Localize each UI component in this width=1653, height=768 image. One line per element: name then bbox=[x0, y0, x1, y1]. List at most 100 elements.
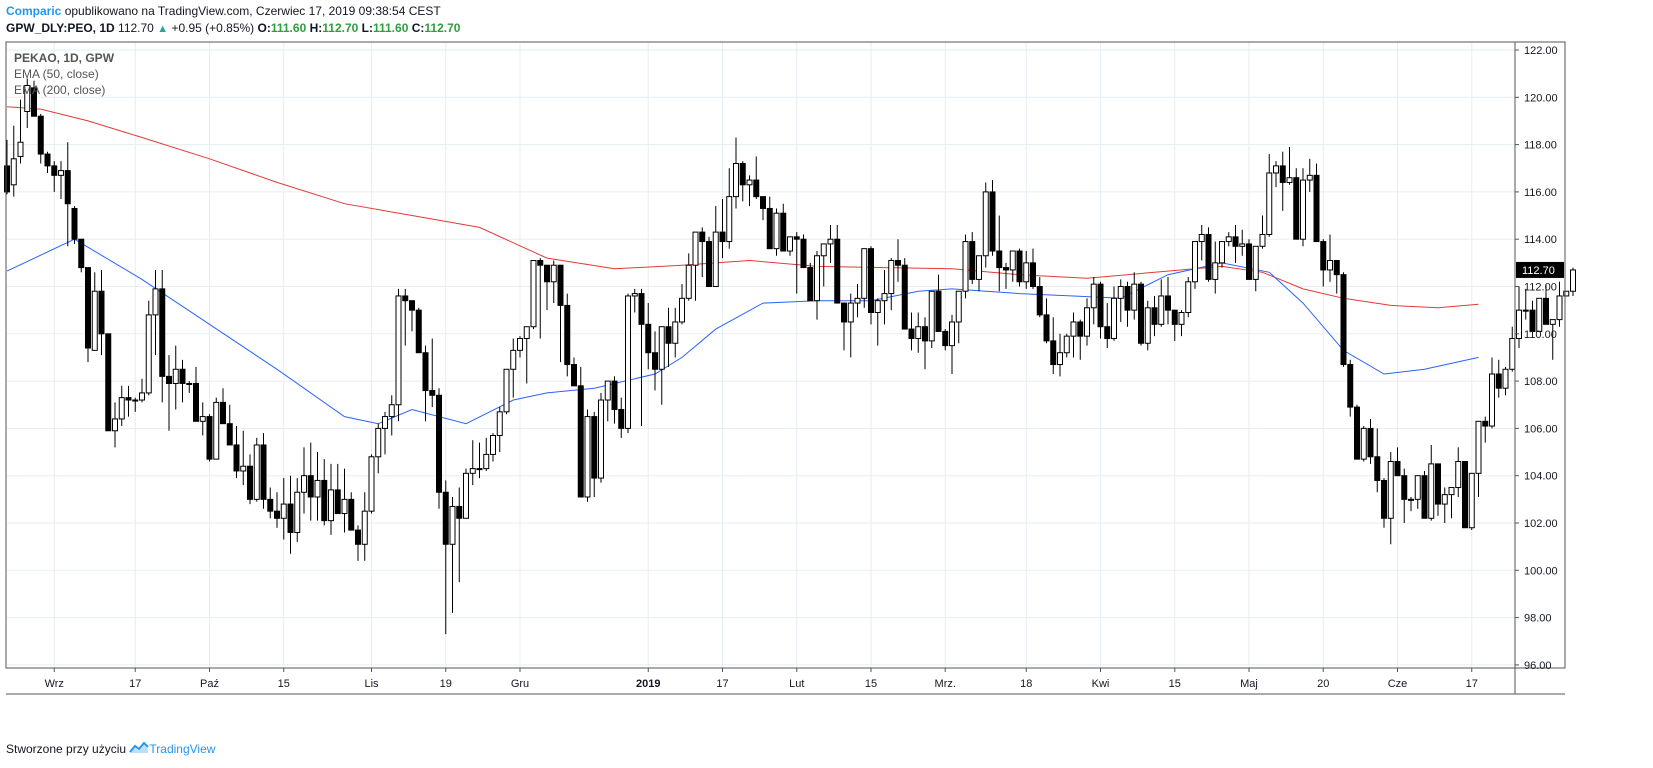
tradingview-logo-icon bbox=[129, 741, 150, 753]
candle-down bbox=[267, 487, 274, 519]
candle-body bbox=[409, 300, 415, 311]
candle-up bbox=[483, 437, 490, 471]
candle-up bbox=[692, 231, 699, 301]
candle-body bbox=[274, 510, 280, 519]
candle-up bbox=[1448, 487, 1455, 519]
ema50-line bbox=[6, 238, 1479, 425]
author-link[interactable]: Comparic bbox=[6, 4, 62, 18]
candle-body bbox=[1435, 463, 1441, 505]
candle-body bbox=[935, 290, 942, 332]
price-change: +0.95 (+0.85%) bbox=[171, 21, 255, 35]
legend-ema50[interactable]: EMA (50, close) bbox=[14, 67, 99, 81]
candle-body bbox=[719, 231, 726, 243]
candle-body bbox=[118, 397, 125, 420]
candle-down bbox=[71, 206, 78, 244]
candle-body bbox=[631, 293, 638, 297]
candle-body bbox=[152, 288, 159, 316]
candle-body bbox=[550, 264, 557, 283]
candle-body bbox=[1529, 309, 1536, 332]
candle-body bbox=[280, 503, 287, 519]
candle-body bbox=[1138, 283, 1144, 344]
candle-down bbox=[841, 302, 847, 351]
candle-body bbox=[31, 87, 37, 117]
candle-up bbox=[1502, 366, 1509, 396]
candle-up bbox=[375, 423, 382, 474]
x-tick-label: 17 bbox=[1466, 678, 1478, 690]
candle-up bbox=[139, 378, 145, 403]
candle-down bbox=[78, 238, 85, 273]
footer: Stworzone przy użyciu TradingView bbox=[6, 741, 215, 756]
candle-body bbox=[1023, 262, 1030, 283]
candle-up bbox=[982, 182, 989, 268]
candle-body bbox=[422, 352, 429, 392]
candle-down bbox=[179, 359, 186, 403]
candle-down bbox=[1165, 277, 1171, 325]
candle-body bbox=[186, 382, 193, 385]
x-tick-label: 20 bbox=[1317, 678, 1329, 690]
candle-down bbox=[31, 80, 37, 117]
candle-body bbox=[726, 196, 733, 243]
candle-down bbox=[766, 196, 773, 250]
candle-up bbox=[955, 290, 962, 344]
candle-body bbox=[1165, 295, 1171, 311]
time-axis: Wrz 17 Paź 15 Lis 19 Gru 2019 17 Lut 15 Mrz. 18 Kwi 15… bbox=[45, 668, 1478, 690]
candle-up bbox=[1084, 298, 1090, 346]
y-tick-label: 114.00 bbox=[1524, 234, 1557, 246]
candle-body bbox=[1232, 236, 1239, 247]
candle-body bbox=[240, 465, 247, 472]
candle-down bbox=[1050, 317, 1057, 375]
candle-body bbox=[1225, 236, 1232, 243]
candle-body bbox=[1468, 472, 1475, 529]
candle-up bbox=[1158, 279, 1165, 327]
candle-body bbox=[1252, 245, 1259, 280]
candle-up bbox=[928, 290, 935, 348]
candle-down bbox=[436, 388, 442, 509]
candle-body bbox=[388, 404, 395, 418]
candle-down bbox=[922, 317, 928, 370]
candle-down bbox=[1340, 272, 1347, 367]
candle-down bbox=[125, 385, 132, 417]
candle-body bbox=[368, 456, 375, 512]
candle-down bbox=[1381, 478, 1387, 528]
candle-body bbox=[463, 472, 469, 519]
candle-body bbox=[834, 238, 841, 304]
candle-down bbox=[1543, 284, 1549, 325]
candle-up bbox=[1556, 281, 1563, 327]
tradingview-link[interactable]: TradingView bbox=[129, 741, 215, 756]
candle-body bbox=[1192, 241, 1198, 283]
candle-body bbox=[1171, 309, 1178, 325]
candle-up bbox=[1273, 161, 1279, 188]
candle-body bbox=[1090, 283, 1097, 309]
y-tick-label: 110.00 bbox=[1524, 329, 1557, 341]
candle-down bbox=[85, 267, 91, 363]
candle-body bbox=[814, 255, 820, 302]
candle-body bbox=[949, 321, 955, 347]
candle-down bbox=[348, 492, 355, 531]
candle-down bbox=[4, 139, 10, 195]
legend-ema200[interactable]: EMA (200, close) bbox=[14, 83, 105, 97]
candle-body bbox=[881, 293, 888, 302]
candle-body bbox=[1178, 312, 1185, 325]
candle-up bbox=[1111, 286, 1117, 341]
candle-body bbox=[868, 248, 874, 314]
candle-body bbox=[847, 302, 854, 323]
candle-body bbox=[469, 468, 476, 474]
x-tick-label: 2019 bbox=[636, 678, 660, 690]
candle-down bbox=[1462, 461, 1468, 529]
candle-body bbox=[1489, 373, 1495, 427]
candle-up bbox=[253, 437, 260, 502]
candle-down bbox=[638, 288, 645, 427]
candle-down bbox=[409, 300, 415, 332]
y-tick-label: 118.00 bbox=[1524, 140, 1557, 152]
candle-down bbox=[334, 463, 341, 515]
y-tick-label: 100.00 bbox=[1524, 565, 1558, 577]
candle-up bbox=[1198, 225, 1205, 261]
candle-body bbox=[739, 163, 746, 186]
candle-body bbox=[442, 491, 449, 545]
candle-body bbox=[1016, 250, 1023, 283]
candle-body bbox=[1408, 498, 1414, 501]
candle-body bbox=[652, 352, 658, 370]
candle-down bbox=[456, 487, 463, 583]
candle-up bbox=[361, 492, 368, 561]
